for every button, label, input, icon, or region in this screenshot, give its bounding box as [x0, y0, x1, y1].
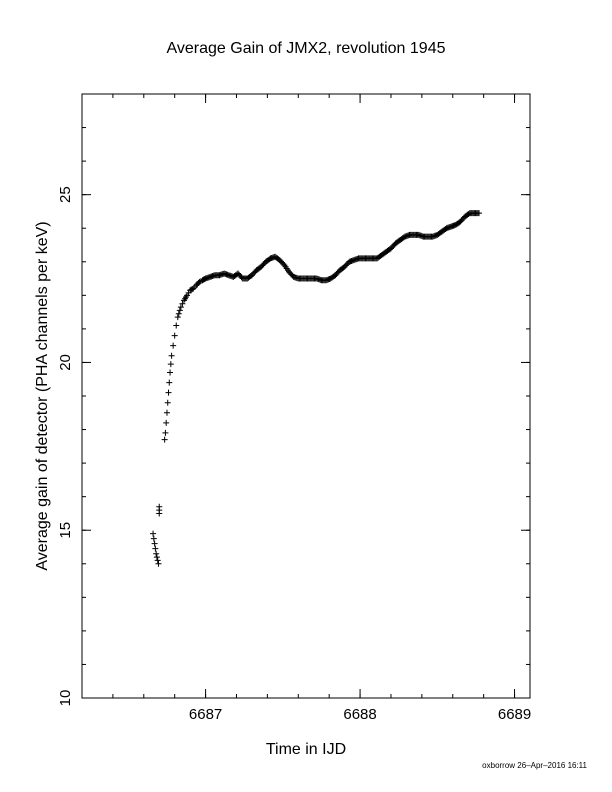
- x-tick-label: 6687: [189, 706, 222, 723]
- data-point: [150, 535, 157, 542]
- plot-frame: [81, 93, 531, 699]
- y-tick-label: 10: [57, 690, 74, 707]
- data-point: [165, 389, 172, 396]
- data-point: [151, 540, 158, 547]
- data-point: [156, 507, 163, 514]
- data-point: [174, 314, 181, 321]
- data-point: [153, 554, 160, 561]
- data-point: [177, 304, 184, 311]
- tick-labels: 6687 6688 6689 10 15 20 25: [57, 186, 531, 723]
- data-point: [476, 210, 483, 217]
- data-point: [170, 342, 177, 349]
- data-point: [167, 369, 174, 376]
- data-point: [173, 322, 180, 329]
- chart-title: Average Gain of JMX2, revolution 1945: [167, 40, 446, 57]
- data-point: [167, 361, 174, 368]
- footer-credit: oxborrow 26–Apr–2016 16:11: [482, 761, 587, 770]
- data-point: [153, 550, 160, 557]
- data-point: [154, 557, 161, 564]
- data-point: [166, 379, 173, 386]
- x-axis-label: Time in IJD: [266, 741, 346, 758]
- data-point: [150, 530, 157, 537]
- data-point: [168, 352, 175, 359]
- data-point: [176, 307, 183, 314]
- y-tick-label: 15: [57, 522, 74, 539]
- data-point: [179, 300, 186, 307]
- data-point: [152, 545, 159, 552]
- data-point: [163, 419, 170, 426]
- y-tick-label: 20: [57, 354, 74, 371]
- y-axis-label: Average gain of detector (PHA channels p…: [34, 221, 51, 570]
- data-point: [171, 332, 178, 339]
- axis-ticks: [81, 93, 530, 699]
- data-point: [155, 560, 162, 567]
- x-tick-label: 6689: [498, 706, 531, 723]
- x-tick-label: 6688: [343, 706, 376, 723]
- data-point: [163, 409, 170, 416]
- data-series: [150, 210, 483, 567]
- data-point: [161, 436, 168, 443]
- data-point: [164, 399, 171, 406]
- y-tick-label: 25: [57, 186, 74, 203]
- data-point: [175, 310, 182, 317]
- data-point: [162, 429, 169, 436]
